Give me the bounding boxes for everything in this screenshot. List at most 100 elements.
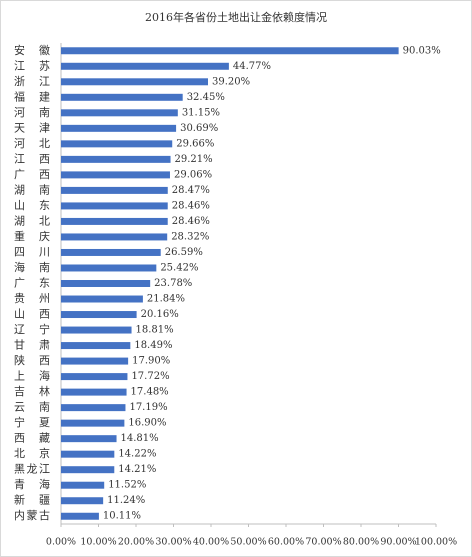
bar [61,78,208,86]
value-label: 26.59% [165,247,203,258]
y-tick-label: 河南 [14,106,50,119]
chart-title: 2016年各省份土地出让金依赖度情况 [145,10,327,24]
x-tick-label: 80.00% [343,537,379,548]
y-tick-label: 山东 [14,199,50,212]
value-label: 28.46% [172,200,210,211]
value-label: 29.21% [175,154,213,165]
bar [61,109,178,117]
y-tick-label: 广东 [14,277,50,290]
value-label: 32.45% [187,92,225,103]
bar [61,481,105,489]
bar [61,311,137,319]
value-label: 90.03% [403,45,441,56]
y-tick-label: 浙江 [14,75,50,88]
bar [61,217,168,225]
value-label: 28.32% [171,231,209,242]
bar [61,155,171,163]
y-tick-label: 内蒙古 [14,508,50,522]
y-tick-label: 西藏 [14,432,50,445]
bar [61,280,151,287]
y-tick-label: 青海 [14,477,50,491]
value-label: 14.81% [121,433,159,444]
value-label: 28.46% [172,216,210,227]
value-label: 39.20% [212,76,250,87]
bar [61,497,104,505]
bar [61,186,168,194]
y-tick-label: 陕西 [14,353,50,367]
bar [61,342,131,350]
bar [61,512,99,520]
y-tick-label: 辽宁 [14,322,50,336]
value-label: 11.24% [107,495,145,506]
y-tick-label: 甘肃 [14,339,50,352]
bar [61,171,170,179]
x-tick-label: 10.00% [80,537,116,548]
y-tick-label: 江苏 [14,59,50,72]
value-label: 11.52% [108,480,146,491]
value-label: 16.90% [128,418,166,429]
bar [61,47,399,55]
value-label: 20.16% [141,309,179,320]
value-label: 23.78% [154,278,192,289]
value-label: 17.19% [129,402,167,413]
y-tick-label: 贵州 [14,292,50,305]
bar [61,233,168,241]
value-label: 14.22% [118,449,156,460]
y-tick-label: 新疆 [14,493,50,507]
bar [61,295,143,303]
value-label: 14.21% [118,464,156,475]
y-tick-label: 广西 [14,168,50,181]
bar [61,248,161,256]
value-label: 10.11% [103,511,141,522]
x-tick-label: 60.00% [268,537,304,548]
value-label: 21.84% [147,294,185,305]
bar [61,404,126,412]
x-tick-label: 20.00% [118,537,154,548]
y-tick-label: 宁夏 [14,415,50,429]
bar [61,435,117,443]
value-label: 29.06% [174,169,212,180]
x-tick-label: 40.00% [193,537,229,548]
bar [61,202,168,210]
y-tick-label: 湖北 [14,214,50,227]
y-tick-label: 湖南 [14,183,50,196]
bar [61,326,132,334]
x-tick-label: 70.00% [305,537,341,548]
bar [61,373,128,381]
value-label: 44.77% [233,61,271,72]
y-tick-label: 山西 [14,308,50,321]
y-tick-label: 海南 [14,260,50,274]
x-tick-label: 0.00% [46,537,76,548]
value-label: 30.69% [180,123,218,134]
y-tick-label: 天津 [14,121,50,134]
y-tick-label: 河北 [14,137,50,150]
y-tick-label: 上海 [14,369,50,383]
bar [61,450,115,458]
y-tick-label: 福建 [14,89,50,103]
bar [61,264,157,272]
value-label: 17.90% [132,356,170,367]
y-tick-label: 安徽 [14,43,50,57]
bar [61,466,115,474]
value-label: 28.47% [172,185,210,196]
y-tick-label: 北京 [14,446,50,460]
bar [61,62,229,70]
y-tick-label: 江西 [14,152,50,165]
bar [61,357,129,365]
y-tick-label: 云南 [14,401,50,414]
bar [61,124,177,132]
x-tick-label: 30.00% [155,537,191,548]
value-label: 17.48% [131,387,169,398]
bar [61,93,183,101]
x-tick-label: 50.00% [230,537,266,548]
value-label: 18.49% [134,340,172,351]
value-label: 17.72% [131,371,169,382]
value-label: 25.42% [160,262,198,273]
x-tick-label: 90.00% [380,537,416,548]
value-label: 18.81% [136,325,174,336]
y-tick-label: 吉林 [14,384,50,398]
x-tick-label: 100.00% [415,537,457,548]
value-label: 29.66% [176,138,214,149]
bar [61,140,173,148]
